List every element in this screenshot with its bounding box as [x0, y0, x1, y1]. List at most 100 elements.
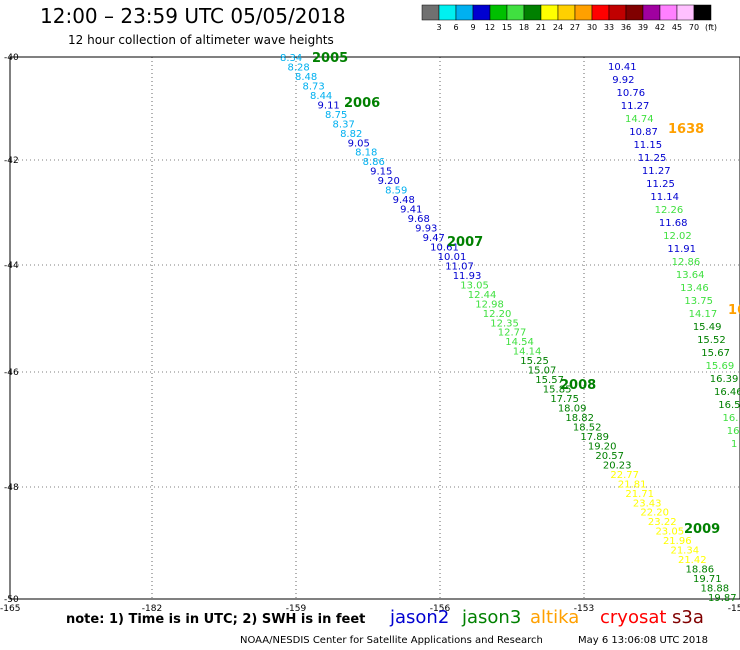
- latitude-tick-label: -40: [4, 53, 19, 63]
- wave-height-label: 9.11: [318, 100, 340, 111]
- satellite-legend-jason3: jason3: [462, 607, 522, 628]
- wave-height-label: 21.34: [670, 546, 699, 557]
- satellite-legend-jason2: jason2: [390, 607, 450, 628]
- longitude-tick-label: -165: [0, 604, 20, 614]
- footer-note: note: 1) Time is in UTC; 2) SWH is in fe…: [66, 612, 366, 627]
- wave-height-label: 21.96: [663, 536, 692, 547]
- wave-height-label: 8.28: [288, 62, 310, 73]
- wave-height-label: 13.46: [680, 283, 709, 294]
- wave-height-label: 8.37: [333, 119, 355, 130]
- graticule: [10, 57, 740, 599]
- wave-height-label: 16.39: [710, 374, 739, 385]
- wave-height-label: 1: [731, 439, 737, 450]
- wave-height-label: 15.25: [520, 356, 549, 367]
- wave-height-label: 19.87: [708, 593, 737, 604]
- wave-height-label: 12.86: [672, 257, 701, 268]
- colorbar-label: 42: [655, 23, 665, 32]
- wave-height-label: 11.91: [667, 244, 696, 255]
- colorbar: 3 6 9 12 15 18 21 24 27 30 33 36 39 42 45 70 (ft): [421, 4, 717, 32]
- satellite-legend-altika: altika: [530, 607, 580, 628]
- colorbar-swatch: [438, 4, 457, 21]
- wave-height-label: 11.15: [633, 140, 662, 151]
- wave-height-label: 15.57: [535, 375, 564, 386]
- wave-height-label: 10.87: [629, 127, 658, 138]
- wave-height-label: 9.15: [370, 167, 392, 178]
- track-altika: 10.41 9.92 10.76 11.27 14.74 10.87 11.15 11.25 1…: [608, 62, 740, 450]
- wave-height-label: 16.5: [718, 400, 740, 411]
- longitude-tick-label: -153: [574, 604, 594, 614]
- wave-height-label: 16.46: [714, 387, 740, 398]
- wave-height-label: 11.25: [646, 179, 675, 190]
- wave-height-label: 20.23: [603, 460, 632, 471]
- colorbar-swatch: [642, 4, 661, 21]
- wave-height-label: 21.71: [625, 489, 654, 500]
- latitude-tick-label: -44: [4, 261, 19, 271]
- wave-height-label: 9.48: [393, 195, 415, 206]
- longitude-tick-label: -150: [728, 604, 740, 614]
- axis-ticks: -40 -42 -44 -46 -48 -50 -182 -159 -156 -153 -150 -1…: [0, 53, 740, 614]
- wave-height-label: 15.07: [528, 366, 557, 377]
- colorbar-swatch: [574, 4, 593, 21]
- track-jason3: 8.348.288.488.738.449.118.758.378.829.05…: [280, 51, 737, 604]
- wave-height-label: 9.20: [378, 176, 400, 187]
- colorbar-swatch: [506, 4, 525, 21]
- colorbar-label: 30: [587, 23, 597, 32]
- wave-height-label: 18.88: [700, 584, 729, 595]
- pass-id-label: 2006: [344, 96, 380, 111]
- wave-height-label: 8.48: [295, 72, 317, 83]
- pass-id-label: 16: [728, 303, 740, 318]
- wave-height-label: 9.47: [423, 233, 445, 244]
- wave-height-label: 9.41: [400, 205, 422, 216]
- wave-height-label: 14.14: [513, 347, 542, 358]
- wave-height-label: 23.05: [655, 527, 684, 538]
- wave-height-label: 12.20: [483, 309, 512, 320]
- latitude-tick-label: -42: [4, 156, 19, 166]
- wave-height-label: 15.52: [697, 335, 726, 346]
- wave-height-label: 13.64: [676, 270, 705, 281]
- colorbar-label: 6: [453, 23, 458, 32]
- colorbar-swatch: [523, 4, 542, 21]
- wave-height-label: 15.67: [701, 348, 730, 359]
- wave-height-label: 21.81: [618, 479, 647, 490]
- longitude-tick-label: -156: [430, 604, 451, 614]
- pass-id-label: 2005: [312, 51, 348, 66]
- longitude-tick-label: -159: [286, 604, 307, 614]
- wave-height-label: 19.71: [693, 574, 722, 585]
- footer-timestamp: May 6 13:06:08 UTC 2018: [578, 635, 708, 646]
- pass-id-label: 2008: [560, 378, 596, 393]
- colorbar-label: 27: [570, 23, 580, 32]
- wave-height-label: 11.07: [445, 261, 474, 272]
- wave-height-label: 15.69: [706, 361, 735, 372]
- wave-height-label: 10.41: [608, 62, 637, 73]
- colorbar-swatch: [472, 4, 491, 21]
- wave-height-label: 17.89: [580, 432, 609, 443]
- colorbar-label: 70: [689, 23, 699, 32]
- wave-height-label: 14.17: [689, 309, 718, 320]
- wave-height-label: 22.77: [610, 470, 639, 481]
- colorbar-label: 9: [470, 23, 475, 32]
- wave-height-label: 19.20: [588, 441, 617, 452]
- wave-height-label: 11.68: [659, 218, 688, 229]
- colorbar-label: 18: [519, 23, 529, 32]
- wave-height-label: 8.44: [310, 91, 332, 102]
- colorbar-label: (ft): [705, 23, 717, 32]
- wave-height-label: 12.98: [475, 299, 504, 310]
- colorbar-label: 33: [604, 23, 614, 32]
- wave-height-label: 21.42: [678, 555, 707, 566]
- wave-height-label: 8.18: [355, 148, 377, 159]
- colorbar-swatch: [625, 4, 644, 21]
- wave-height-label: 18.09: [558, 404, 587, 415]
- wave-height-label: 16: [727, 426, 740, 437]
- wave-height-label: 18.86: [685, 565, 714, 576]
- wave-height-label: 13.05: [460, 280, 489, 291]
- satellite-legend-s3a: s3a: [672, 607, 704, 628]
- footer-credit: NOAA/NESDIS Center for Satellite Applica…: [240, 635, 543, 646]
- wave-height-label: 8.73: [303, 81, 325, 92]
- colorbar-label: 15: [502, 23, 512, 32]
- wave-height-label: 11.25: [638, 153, 667, 164]
- wave-height-label: 8.82: [340, 129, 362, 140]
- colorbar-swatch: [557, 4, 576, 21]
- wave-height-label: 9.93: [415, 224, 437, 235]
- wave-height-label: 14.74: [625, 114, 654, 125]
